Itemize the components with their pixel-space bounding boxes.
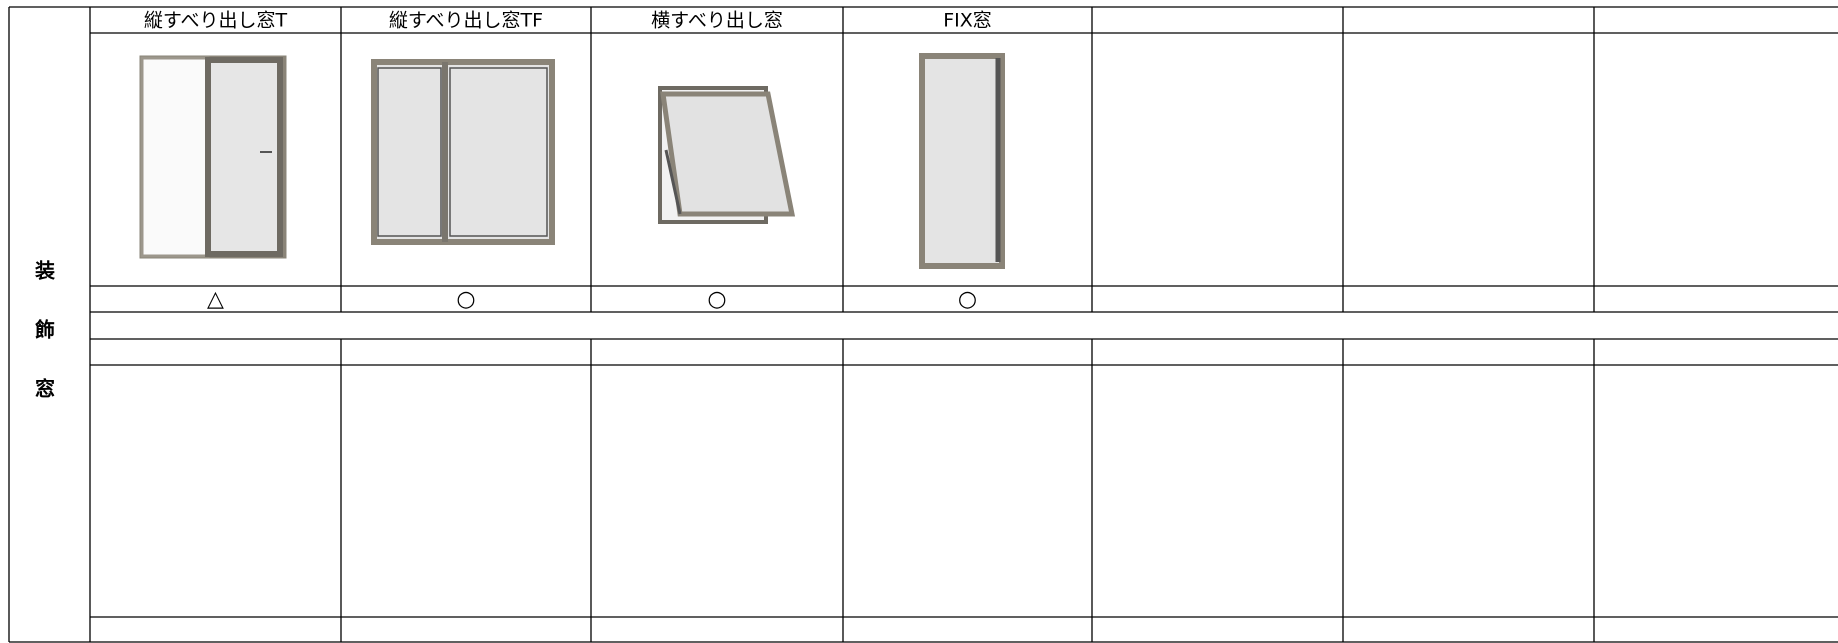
side-label: 飾: [35, 318, 55, 342]
column-header: 縦すべり出し窓TF: [389, 10, 543, 32]
window-picture: [919, 53, 1005, 269]
column-header: 横すべり出し窓: [651, 10, 783, 32]
column-header: FIX窓: [943, 10, 992, 32]
rating-symbol: △: [207, 287, 224, 312]
column-header: 縦すべり出し窓T: [144, 10, 288, 32]
window-picture: [139, 55, 287, 259]
window-picture: [658, 86, 796, 224]
side-label: 装: [34, 259, 55, 283]
table-grid: [8, 6, 1838, 643]
rating-symbol: ○: [707, 287, 726, 312]
table-text: 縦すべり出し窓T 縦すべり出し窓TF 横すべり出し窓 FIX窓 △ ○ ○ ○ 装飾窓: [34, 10, 992, 401]
window-pictures: [139, 53, 1005, 269]
window-picture: [371, 59, 555, 245]
rating-symbol: ○: [456, 287, 475, 312]
side-label: 窓: [35, 377, 55, 401]
rating-symbol: ○: [958, 287, 977, 312]
